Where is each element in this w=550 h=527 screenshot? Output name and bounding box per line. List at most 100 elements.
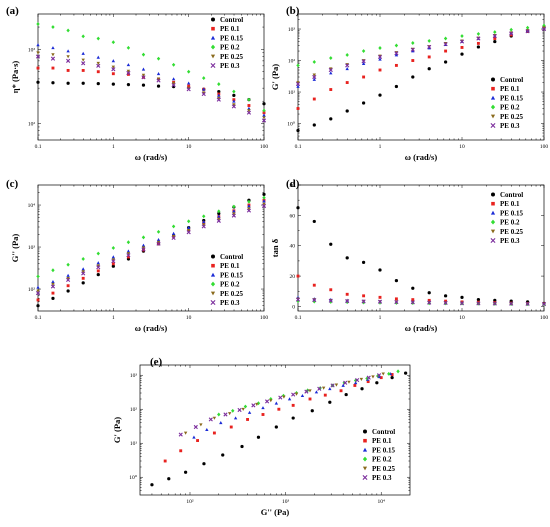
legend-label: PE 0.15 — [500, 94, 523, 102]
series-pe-0_25 — [36, 51, 266, 120]
data-point — [345, 292, 349, 296]
data-point — [51, 46, 55, 50]
legend-marker — [210, 300, 216, 305]
data-point — [178, 432, 183, 437]
legend-marker — [491, 192, 495, 197]
series-pe-0_15 — [296, 295, 546, 306]
x-tick-label: 100 — [260, 144, 269, 150]
chart-panel-3: (c) 0.1 1 10 100 10² 10³ 10⁴ ω (rad/s) G'' (Pa) Co… — [6, 178, 268, 333]
data-point — [443, 300, 448, 306]
data-point — [378, 295, 382, 299]
data-point — [36, 80, 40, 84]
data-point — [390, 376, 394, 380]
data-point — [141, 52, 146, 57]
data-point — [361, 299, 366, 304]
data-point — [126, 255, 130, 259]
data-point — [365, 376, 369, 381]
data-point — [476, 45, 481, 49]
legend-marker — [490, 210, 496, 215]
data-point — [126, 82, 131, 87]
legend-label: Control — [220, 16, 243, 24]
data-point — [232, 99, 236, 103]
data-point — [217, 82, 221, 87]
data-point — [378, 46, 382, 50]
data-point — [202, 87, 206, 91]
data-point — [261, 118, 267, 123]
data-point — [366, 375, 371, 380]
x-tick-label: 10⁴ — [378, 499, 386, 505]
data-point — [525, 25, 530, 30]
x-tick-label: 100 — [540, 315, 549, 321]
data-point — [36, 51, 40, 55]
data-point — [171, 62, 176, 67]
data-point — [427, 298, 431, 302]
data-point — [329, 71, 333, 75]
legend-marker — [362, 475, 368, 480]
legend-item: PE 0.25 — [490, 113, 523, 121]
legend-label: PE 0.25 — [500, 113, 523, 121]
data-point — [262, 116, 266, 120]
data-point — [111, 72, 115, 76]
data-point — [186, 86, 191, 90]
data-point — [411, 59, 415, 62]
data-point — [66, 69, 70, 72]
data-point — [444, 49, 448, 53]
legend-item: PE 0.15 — [362, 446, 395, 454]
data-point — [232, 209, 236, 213]
data-point — [217, 93, 221, 97]
data-point — [312, 283, 316, 287]
data-point — [377, 54, 383, 60]
data-point — [246, 110, 252, 115]
legend-item: PE 0.3 — [490, 122, 520, 130]
data-point — [247, 199, 251, 204]
data-point — [111, 40, 116, 45]
data-point — [141, 247, 146, 252]
panel-letter: (c) — [6, 178, 19, 190]
data-point — [51, 279, 55, 284]
data-point — [443, 60, 448, 64]
data-point — [246, 418, 250, 421]
data-point — [329, 117, 333, 121]
data-point — [247, 207, 251, 211]
data-point — [232, 89, 236, 94]
data-point — [81, 281, 85, 285]
data-point — [344, 392, 348, 397]
data-point — [202, 214, 206, 219]
data-point — [111, 259, 116, 264]
legend-label: PE 0.25 — [220, 290, 243, 298]
legend-item: PE 0.2 — [210, 281, 240, 289]
data-point — [66, 277, 71, 282]
legend-item: PE 0.25 — [362, 465, 395, 473]
data-point — [81, 267, 85, 271]
y-tick-label: 10⁴ — [28, 203, 36, 209]
data-point — [126, 252, 131, 256]
data-point — [287, 397, 292, 401]
data-point — [329, 242, 333, 246]
data-point — [264, 399, 270, 404]
data-point — [66, 81, 70, 85]
data-point — [111, 255, 116, 259]
x-tick-label: 10² — [186, 499, 194, 505]
data-point — [312, 74, 317, 80]
data-point — [156, 72, 161, 76]
data-point — [371, 375, 375, 379]
data-point — [184, 470, 188, 474]
data-point — [460, 295, 464, 299]
data-point — [51, 268, 55, 273]
legend-label: PE 0.3 — [372, 474, 392, 482]
data-point — [262, 111, 266, 115]
series-pe-0_3 — [295, 297, 547, 307]
data-point — [126, 253, 131, 258]
data-point — [179, 449, 183, 453]
data-point — [141, 243, 146, 247]
data-point — [208, 417, 213, 422]
data-point — [202, 76, 206, 81]
data-point — [296, 84, 300, 88]
data-point — [460, 34, 464, 38]
x-tick-label: 10³ — [282, 499, 290, 505]
data-point — [427, 67, 431, 71]
data-point — [342, 380, 346, 385]
data-point — [186, 230, 191, 235]
data-point — [150, 483, 154, 487]
legend-marker — [362, 466, 368, 471]
